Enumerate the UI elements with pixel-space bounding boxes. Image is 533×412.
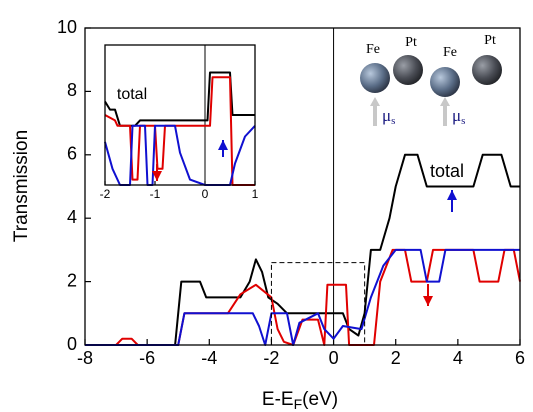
atom-label: Fe — [443, 45, 457, 60]
x-tick-label: -4 — [201, 348, 217, 368]
series-line — [85, 248, 520, 346]
plot-frame — [84, 27, 521, 346]
atom — [393, 55, 423, 85]
atom-label: Pt — [484, 33, 496, 48]
x-tick-label: 0 — [202, 187, 209, 201]
x-tick-label: 4 — [453, 348, 463, 368]
x-axis-label-main: E-E — [262, 389, 294, 410]
y-tick-label: 4 — [67, 207, 77, 227]
moment-arrow-head — [440, 97, 450, 106]
x-tick-label: 0 — [329, 348, 339, 368]
moment-symbol: μ — [382, 106, 391, 125]
moment-arrow-head — [370, 97, 380, 106]
moment-arrow — [373, 104, 377, 126]
x-tick-label: 1 — [252, 187, 259, 201]
moment-2: μs — [452, 106, 465, 127]
x-axis-label-unit: (eV) — [302, 389, 338, 410]
x-axis-label: E-EF(eV) — [262, 389, 338, 412]
series-line — [104, 76, 255, 186]
series-line — [85, 153, 520, 346]
y-tick-label: 10 — [57, 17, 77, 37]
atom — [472, 55, 502, 85]
arrow-head — [447, 190, 457, 200]
x-tick-label: -1 — [150, 187, 161, 201]
annotation: total — [430, 161, 464, 181]
y-tick-label: 2 — [67, 270, 77, 290]
arrow-head — [152, 171, 162, 181]
x-tick-label: -2 — [263, 348, 279, 368]
y-axis-label: Transmission — [11, 130, 32, 242]
y-tick-label: 0 — [67, 334, 77, 354]
moment-sub: s — [461, 115, 465, 127]
atom — [360, 63, 390, 93]
arrow-head — [218, 140, 228, 150]
moment-symbol: μ — [452, 106, 461, 125]
y-tick-label: 8 — [67, 80, 77, 100]
atom-label: Pt — [405, 35, 417, 50]
x-tick-label: 6 — [515, 348, 525, 368]
x-tick-label: 2 — [391, 348, 401, 368]
y-tick-label: 6 — [67, 144, 77, 164]
moment-1: μs — [382, 106, 395, 127]
inset-annotation: total — [117, 86, 147, 103]
atom — [430, 67, 460, 97]
arrow-head — [423, 296, 433, 306]
moment-sub: s — [391, 115, 395, 127]
x-tick-label: -8 — [77, 348, 93, 368]
x-tick-label: -6 — [139, 348, 155, 368]
x-axis-label-sub: F — [294, 396, 303, 412]
moment-arrow — [443, 104, 447, 126]
plot-frame — [104, 44, 256, 186]
atom-label: Fe — [366, 42, 380, 57]
x-tick-label: -2 — [100, 187, 111, 201]
